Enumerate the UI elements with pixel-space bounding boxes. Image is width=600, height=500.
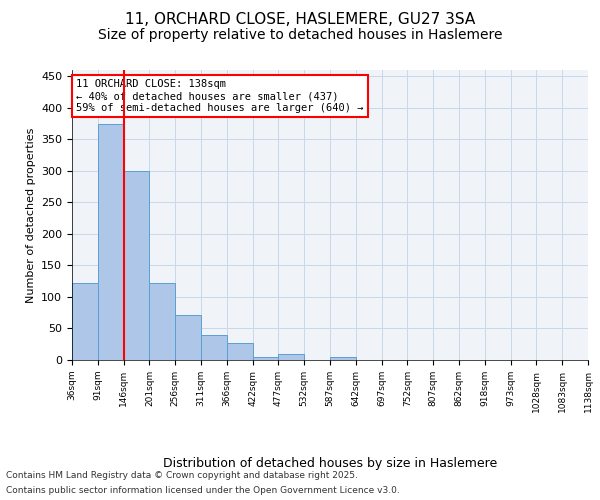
Bar	[72, 283, 98, 360]
Text: 11 ORCHARD CLOSE: 138sqm
← 40% of detached houses are smaller (437)
59% of semi-: 11 ORCHARD CLOSE: 138sqm ← 40% of detach…	[76, 80, 364, 112]
Y-axis label: Number of detached properties: Number of detached properties	[26, 128, 35, 302]
Bar	[98, 124, 124, 360]
Bar	[278, 354, 304, 360]
Text: Contains HM Land Registry data © Crown copyright and database right 2025.: Contains HM Land Registry data © Crown c…	[6, 471, 358, 480]
Bar	[175, 314, 201, 360]
Text: Contains public sector information licensed under the Open Government Licence v3: Contains public sector information licen…	[6, 486, 400, 495]
Text: Size of property relative to detached houses in Haslemere: Size of property relative to detached ho…	[98, 28, 502, 42]
Bar	[330, 357, 356, 360]
Bar	[201, 335, 227, 360]
Text: Distribution of detached houses by size in Haslemere: Distribution of detached houses by size …	[163, 458, 497, 470]
Bar	[149, 283, 175, 360]
Text: 11, ORCHARD CLOSE, HASLEMERE, GU27 3SA: 11, ORCHARD CLOSE, HASLEMERE, GU27 3SA	[125, 12, 475, 28]
Bar	[227, 343, 253, 360]
Bar	[253, 357, 278, 360]
Bar	[124, 171, 149, 360]
